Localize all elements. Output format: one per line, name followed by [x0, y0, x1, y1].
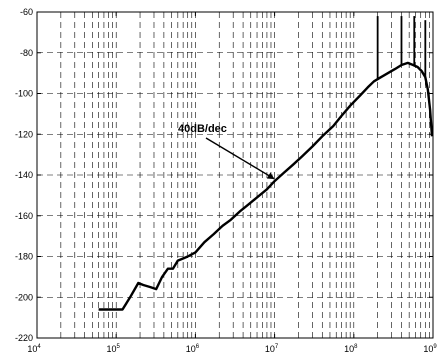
y-tick-label: -220 — [15, 333, 33, 343]
annotation-layer: 40dB/dec — [178, 123, 275, 180]
x-tick-label: 107 — [265, 344, 279, 354]
y-tick-label: -160 — [15, 211, 33, 221]
annotation-label: 40dB/dec — [178, 123, 227, 135]
annotation-arrow — [205, 137, 275, 180]
x-tick-label: 106 — [186, 344, 200, 354]
x-tick-label: 105 — [107, 344, 121, 354]
y-tick-label: -60 — [20, 7, 33, 17]
x-tick-label: 104 — [27, 344, 41, 354]
y-tick-label: -120 — [15, 129, 33, 139]
annotation-arrowhead — [266, 172, 275, 180]
y-tick-label: -80 — [20, 48, 33, 58]
series-layer — [98, 16, 434, 311]
x-tick-label: 109 — [423, 344, 437, 354]
y-tick-label: -180 — [15, 252, 33, 262]
y-tick-label: -100 — [15, 89, 33, 99]
series-line — [98, 61, 434, 311]
grid — [37, 12, 433, 338]
y-tick-label: -140 — [15, 170, 33, 180]
y-tick-label: -200 — [15, 292, 33, 302]
plot-frame — [36, 11, 434, 339]
x-tick-label: 108 — [344, 344, 358, 354]
